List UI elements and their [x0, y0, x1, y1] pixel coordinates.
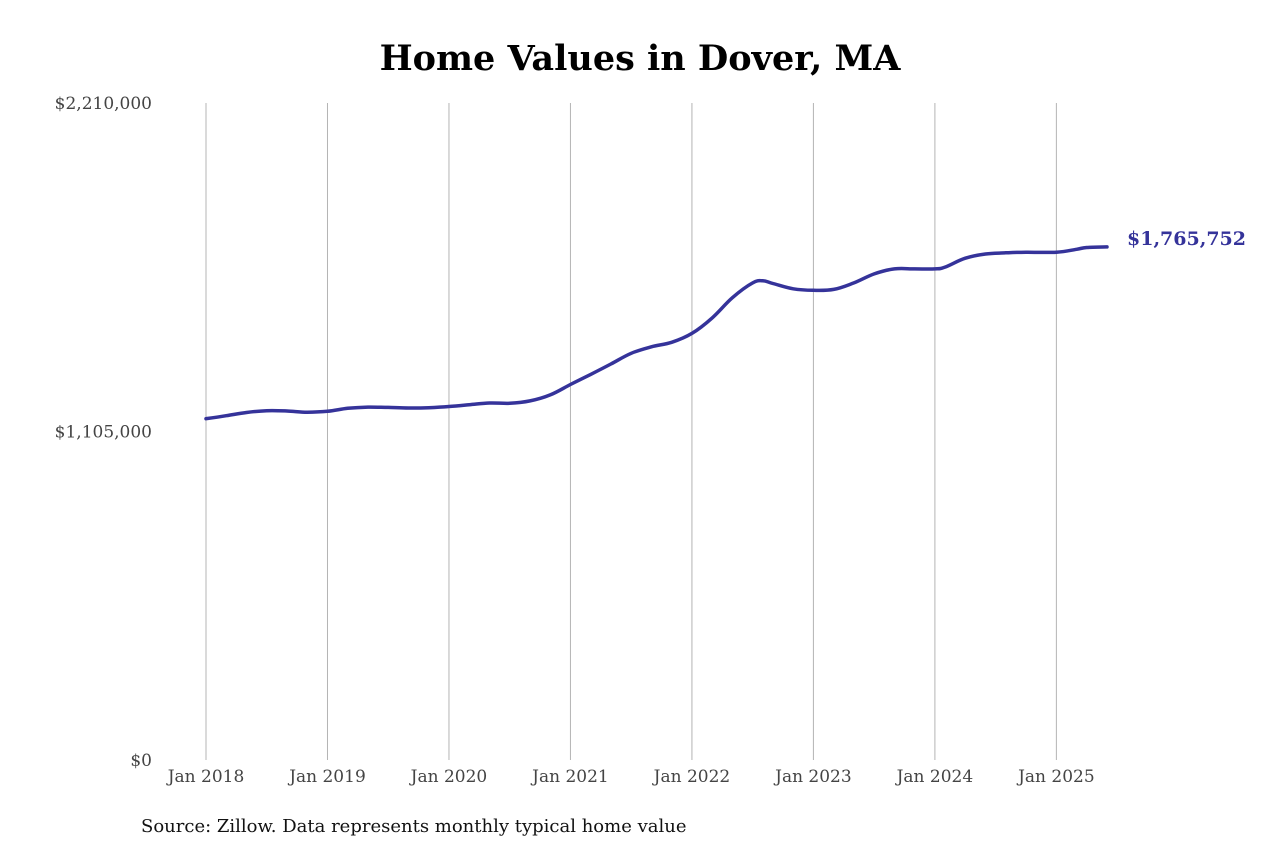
gridlines [205, 103, 1057, 760]
y-tick-label: $1,105,000 [55, 423, 152, 443]
x-tick-label: Jan 2023 [773, 767, 852, 787]
x-tick-label: Jan 2019 [287, 767, 366, 787]
x-tick-label: Jan 2022 [652, 767, 731, 787]
x-tick-label: Jan 2020 [409, 767, 488, 787]
y-axis-ticks: $0 $1,105,000 $2,210,000 [55, 94, 152, 771]
source-note: Source: Zillow. Data represents monthly … [141, 816, 687, 837]
y-tick-label: $0 [130, 751, 152, 771]
x-tick-label: Jan 2021 [530, 767, 609, 787]
y-tick-label: $2,210,000 [55, 94, 152, 114]
x-axis-ticks: Jan 2018 Jan 2019 Jan 2020 Jan 2021 Jan 2022… [166, 767, 1095, 787]
end-value-label: $1,765,752 [1127, 228, 1246, 250]
x-tick-label: Jan 2025 [1016, 767, 1095, 787]
x-tick-label: Jan 2024 [895, 767, 974, 787]
x-tick-label: Jan 2018 [166, 767, 245, 787]
chart-title: Home Values in Dover, MA [379, 38, 901, 79]
series-line [204, 245, 1109, 421]
series-group: $1,765,752 [204, 228, 1246, 421]
